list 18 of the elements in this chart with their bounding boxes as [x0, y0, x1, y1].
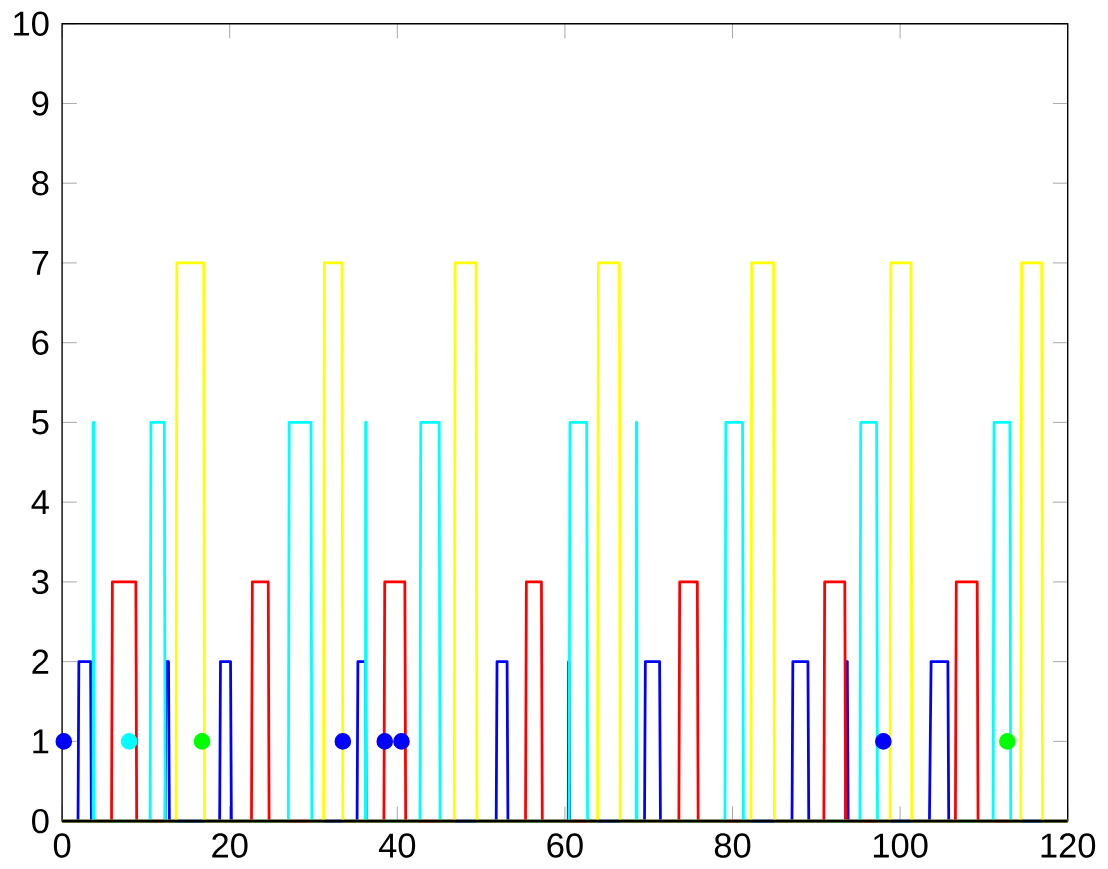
y-tick-label: 1	[33, 729, 49, 754]
x-tick-label: 80	[714, 833, 751, 858]
y-tick-label: 4	[31, 490, 49, 514]
x-tick-label: 60	[547, 833, 583, 858]
y-tick-label: 5	[32, 410, 49, 435]
y-tick-label: 8	[32, 170, 49, 196]
x-tick-label: 120	[1041, 833, 1096, 858]
y-tick-label: 0	[32, 808, 49, 834]
y-tick-label: 9	[32, 91, 49, 116]
y-tick-label: 6	[32, 330, 49, 355]
x-tick-label: 40	[378, 833, 416, 858]
y-tick-label: 3	[32, 569, 49, 594]
y-tick-label: 7	[32, 250, 49, 275]
x-tick-label: 20	[212, 833, 248, 858]
y-tick-label: 2	[32, 649, 49, 674]
x-tick-label: 100	[873, 833, 928, 858]
y-tick-label: 10	[14, 11, 49, 36]
x-tick-label: 0	[53, 833, 71, 858]
